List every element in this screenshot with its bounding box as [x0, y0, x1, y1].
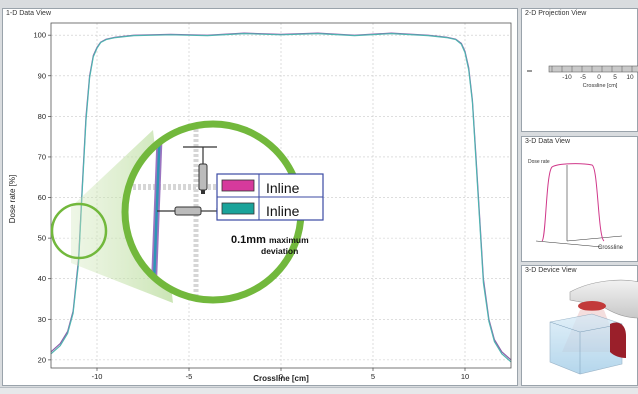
data-view-3d-title: 3-D Data View	[525, 138, 571, 145]
dose-profile-chart[interactable]: -10 -5 0 5 10 20 30 40 50 60 70 80 90 100 Crossline […	[3, 9, 519, 387]
y-tick-label: 40	[38, 274, 46, 283]
data-view-1d-panel: 1-D Data View -10 -5 0 5 10 20 30 40 50 60 70 80 90 1…	[2, 8, 518, 386]
projection-view-2d-title: 2-D Projection View	[525, 10, 587, 17]
status-bar	[0, 387, 638, 394]
x-tick-label: -10	[92, 372, 103, 381]
view3d-y-axis	[566, 235, 623, 242]
beam-dose-volume-icon	[610, 322, 626, 358]
device-render[interactable]	[522, 266, 638, 387]
device-view-3d-panel: 3-D Device View	[521, 265, 638, 386]
projection-tick-label: -5	[580, 74, 586, 81]
view3d-x-label: Crossline	[598, 245, 624, 251]
projection-ticks	[551, 66, 633, 72]
chart-ticks: -10 -5 0 5 10 20 30 40 50 60 70 80 90 100	[33, 31, 469, 381]
y-tick-label: 100	[33, 31, 46, 40]
view3d-x-axis	[535, 240, 603, 248]
projection-xlabel: Crossline [cm]	[583, 83, 618, 89]
x-tick-label: -5	[186, 372, 193, 381]
view3d-profile-curve	[541, 163, 605, 242]
chart-ylabel: Dose rate [%]	[8, 175, 17, 223]
projection-tick-label: 10	[626, 74, 634, 81]
y-tick-label: 50	[38, 234, 46, 243]
y-tick-label: 20	[38, 355, 46, 364]
projection-plot[interactable]: -10 -5 0 5 10 Crossline [cm]	[522, 9, 638, 133]
data-view-1d-title: 1-D Data View	[6, 10, 52, 17]
y-tick-label: 30	[38, 315, 46, 324]
y-tick-label: 80	[38, 112, 46, 121]
chart-xlabel: Crossline [cm]	[253, 374, 309, 383]
projection-view-2d-panel: 2-D Projection View -10 -5 0 5 10 Crossl…	[521, 8, 638, 132]
x-tick-label: 5	[371, 372, 375, 381]
projection-tick-label: 0	[597, 74, 601, 81]
device-view-3d-title: 3-D Device View	[525, 267, 577, 274]
water-phantom-icon	[549, 313, 623, 375]
data-view-3d-panel: 3-D Data View Dose rate Crossline	[521, 136, 638, 262]
x-tick-label: 0	[279, 372, 283, 381]
projection-tick-label: -10	[562, 74, 572, 81]
gantry-aperture-icon	[578, 301, 606, 311]
y-tick-label: 70	[38, 152, 46, 161]
chart-grid	[51, 23, 511, 368]
x-tick-label: 10	[461, 372, 469, 381]
y-tick-label: 90	[38, 71, 46, 80]
projection-bar	[548, 65, 638, 73]
projection-tick-label: 5	[613, 74, 617, 81]
view3d-z-label: Dose rate	[528, 159, 550, 165]
y-tick-label: 60	[38, 193, 46, 202]
data-view-3d-plot[interactable]: Dose rate Crossline	[522, 137, 638, 263]
